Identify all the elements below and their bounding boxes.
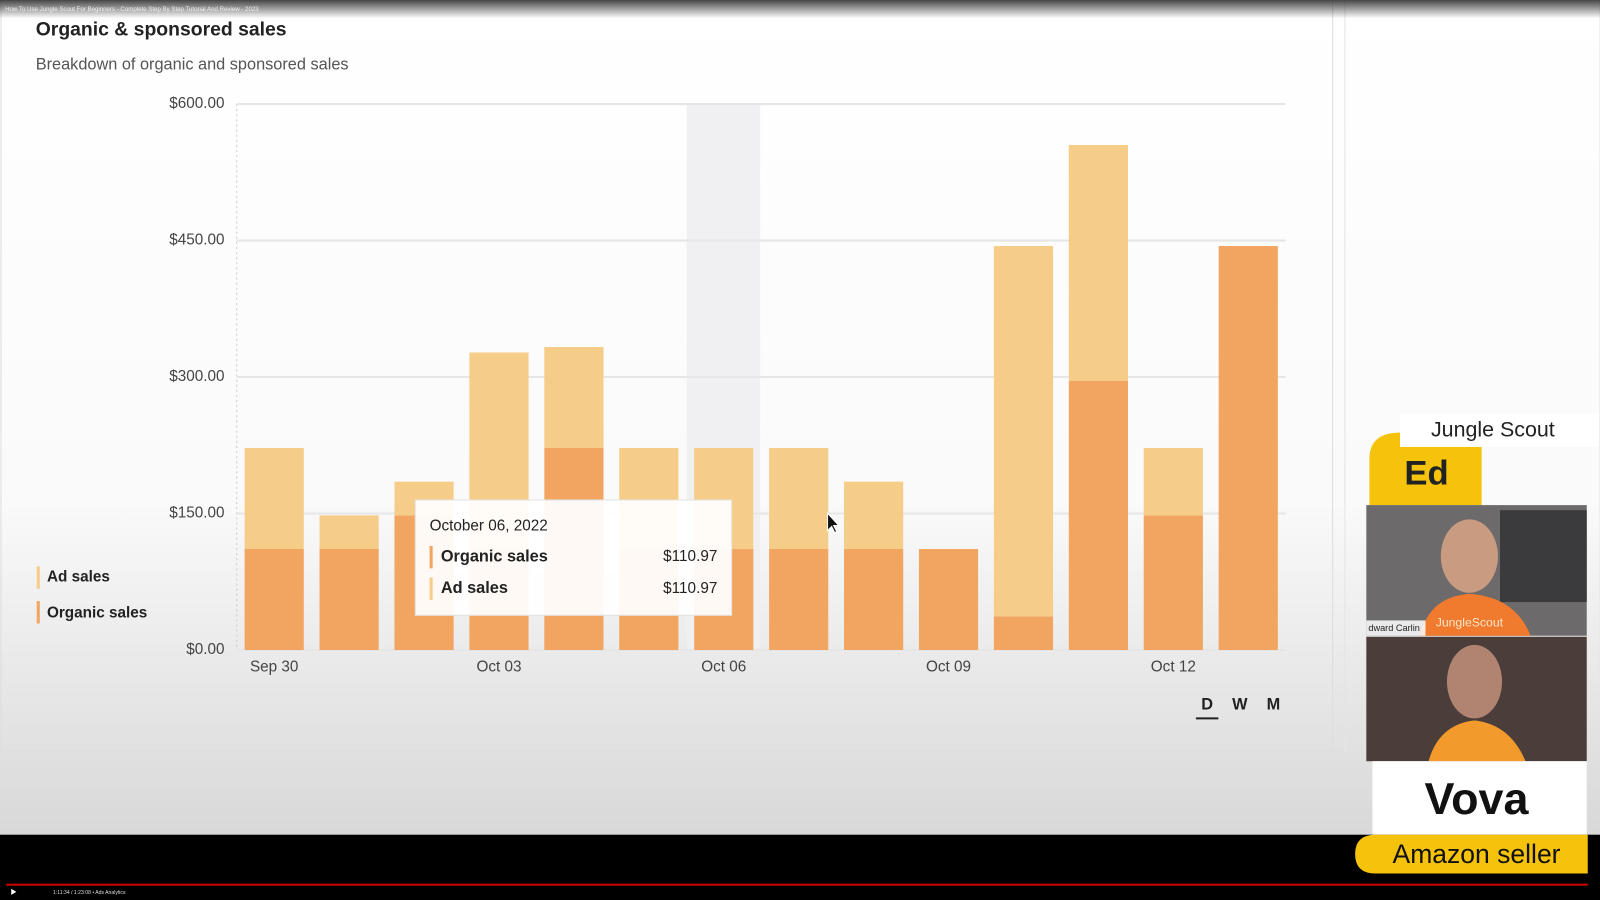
- interval-button[interactable]: M: [1267, 695, 1281, 713]
- x-tick-label: Sep 30: [250, 658, 298, 675]
- bar-segment: [918, 549, 979, 650]
- cursor: [827, 511, 840, 534]
- brand-name: Jungle Scout: [1431, 417, 1555, 441]
- play-button[interactable]: [11, 888, 17, 895]
- guest-face: [1446, 644, 1503, 719]
- background: [0, 0, 1600, 835]
- tooltip: October 06, 2022 Organic sales $110.97 A…: [414, 499, 733, 616]
- role-badge: [1355, 834, 1588, 874]
- host-face: [1440, 519, 1498, 593]
- legend-label: Ad sales: [47, 569, 110, 586]
- y-tick-label: $150.00: [169, 505, 224, 522]
- chart-title: Organic & sponsored sales: [36, 19, 287, 41]
- bar-segment: [769, 448, 829, 550]
- bar-segment: [844, 481, 904, 550]
- tooltip-label: Organic sales: [441, 547, 548, 565]
- bar-segment: [769, 549, 829, 650]
- host-shirt: [1420, 593, 1531, 636]
- video-top-bar: [0, 0, 1600, 19]
- bar-segment: [993, 246, 1054, 617]
- bar-segment: [544, 347, 604, 449]
- tooltip-swatch: [429, 545, 433, 569]
- y-tick-label: $300.00: [169, 368, 224, 385]
- guest-badge: [1372, 761, 1587, 835]
- bar-segment: [844, 549, 904, 650]
- progress-bar[interactable]: [6, 883, 1588, 886]
- x-tick-label: Oct 03: [476, 658, 521, 675]
- guest-role: Amazon seller: [1393, 839, 1561, 869]
- bar-segment: [1218, 246, 1278, 650]
- tooltip-value: $110.97: [663, 548, 717, 565]
- guest-shirt: [1428, 720, 1526, 762]
- bar-segment: [1143, 448, 1203, 516]
- tooltip-box: [414, 499, 733, 616]
- tooltip-swatch: [429, 577, 433, 600]
- interval-button[interactable]: D: [1201, 695, 1213, 713]
- y-tick-label: $600.00: [169, 95, 224, 112]
- brand-badge: [1400, 413, 1599, 447]
- plot: $0.00 $150.00 $300.00 $450.00 $600.00 Sep 30 O…: [169, 95, 1286, 675]
- bar-segment: [319, 515, 379, 550]
- webcam-background: [1500, 510, 1587, 603]
- video-time: 1:11:34 / 1:23:08 • Ads Analytics: [53, 890, 126, 896]
- bar-segment: [993, 616, 1054, 650]
- card: [0, 0, 1334, 752]
- bar-segment: [244, 549, 304, 650]
- legend-swatch: [36, 601, 40, 624]
- caption-box: [1366, 620, 1426, 636]
- shirt-logo: JungleScout: [1436, 616, 1504, 630]
- legend-label: Organic sales: [47, 604, 147, 621]
- bar-segment: [1068, 380, 1128, 650]
- host-caption: dward Carlin: [1368, 623, 1420, 633]
- tooltip-label: Ad sales: [441, 579, 508, 597]
- interval-button[interactable]: W: [1232, 695, 1248, 713]
- x-tick-label: Oct 06: [701, 658, 746, 675]
- x-tick-label: Oct 09: [926, 658, 971, 675]
- video-title: How To Use Jungle Scout For Beginners - …: [5, 6, 259, 13]
- y-tick-label: $450.00: [169, 232, 224, 249]
- legend-swatch: [36, 566, 40, 589]
- host-badge: [1369, 432, 1482, 506]
- y-tick-label: $0.00: [186, 641, 224, 658]
- tooltip-date: October 06, 2022: [430, 518, 548, 535]
- bar-segment: [1068, 145, 1128, 381]
- bar-segment: [244, 448, 304, 550]
- stream-overlay: Jungle Scout Ed JungleScout dward Carlin…: [1355, 413, 1599, 874]
- tooltip-value: $110.97: [663, 580, 717, 597]
- guest-name: Vova: [1425, 773, 1530, 824]
- x-tick-label: Oct 12: [1151, 658, 1196, 675]
- host-name: Ed: [1404, 455, 1448, 493]
- bar-segment: [1143, 515, 1203, 650]
- bar-segment: [319, 549, 379, 650]
- chart-subtitle: Breakdown of organic and sponsored sales: [36, 56, 349, 74]
